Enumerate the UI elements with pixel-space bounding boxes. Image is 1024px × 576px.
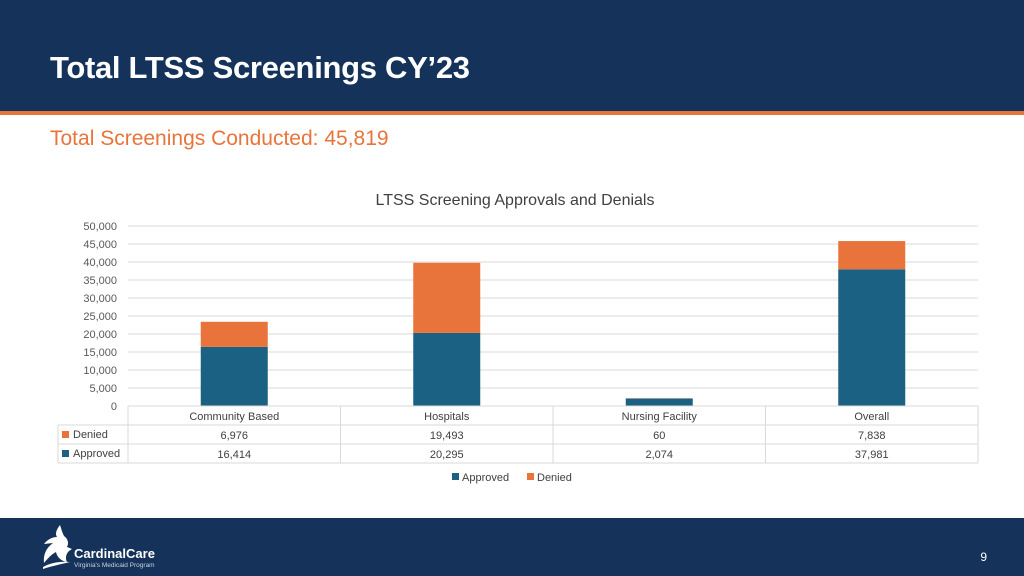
legend-key (452, 473, 459, 480)
bar-denied (200, 321, 268, 347)
table-legend-key (62, 450, 69, 457)
y-tick-label: 10,000 (83, 365, 117, 377)
cardinal-bird-icon (43, 525, 72, 569)
y-tick-label: 20,000 (83, 329, 117, 341)
header-bar (0, 0, 1024, 111)
table-cell: 60 (653, 430, 665, 442)
bar-approved (838, 269, 906, 406)
table-cell: 2,074 (645, 449, 673, 461)
bar-denied (413, 262, 481, 333)
bar-approved (625, 398, 693, 406)
bar-approved (200, 346, 268, 406)
y-tick-label: 50,000 (83, 221, 117, 233)
stacked-bar-chart: LTSS Screening Approvals and Denials 0 5,0… (57, 192, 979, 484)
y-tick-label: 5,000 (89, 383, 117, 395)
table-cell: 16,414 (217, 449, 251, 461)
y-tick-label: 30,000 (83, 293, 117, 305)
table-cell: 37,981 (855, 449, 889, 461)
x-category-label: Overall (854, 411, 889, 423)
footer-bar (0, 518, 1024, 576)
y-tick-label: 45,000 (83, 239, 117, 251)
table-legend-key (62, 431, 69, 438)
y-tick-label: 25,000 (83, 311, 117, 323)
table-row-label: Approved (73, 448, 120, 460)
y-tick-label: 0 (111, 401, 117, 413)
table-cell: 6,976 (220, 430, 248, 442)
bar-denied (838, 241, 906, 270)
logo-tagline: Virginia's Medicaid Program (74, 562, 155, 569)
header-accent-stripe (0, 111, 1024, 115)
chart-title: LTSS Screening Approvals and Denials (376, 192, 655, 209)
slide-title: Total LTSS Screenings CY’23 (50, 50, 470, 85)
table-cell: 20,295 (430, 449, 464, 461)
legend-label: Denied (537, 472, 572, 484)
table-row-label: Denied (73, 429, 108, 441)
x-category-label: Hospitals (424, 411, 470, 423)
table-cell: 19,493 (430, 430, 464, 442)
x-category-label: Community Based (189, 411, 279, 423)
y-tick-label: 40,000 (83, 257, 117, 269)
legend-key (527, 473, 534, 480)
bar-approved (413, 332, 481, 406)
x-category-label: Nursing Facility (622, 411, 698, 423)
y-tick-label: 35,000 (83, 275, 117, 287)
y-tick-label: 15,000 (83, 347, 117, 359)
table-cell: 7,838 (858, 430, 886, 442)
logo-name: CardinalCare (74, 546, 155, 561)
page-number: 9 (980, 550, 987, 564)
legend-label: Approved (462, 472, 509, 484)
slide-subtitle: Total Screenings Conducted: 45,819 (50, 127, 389, 150)
